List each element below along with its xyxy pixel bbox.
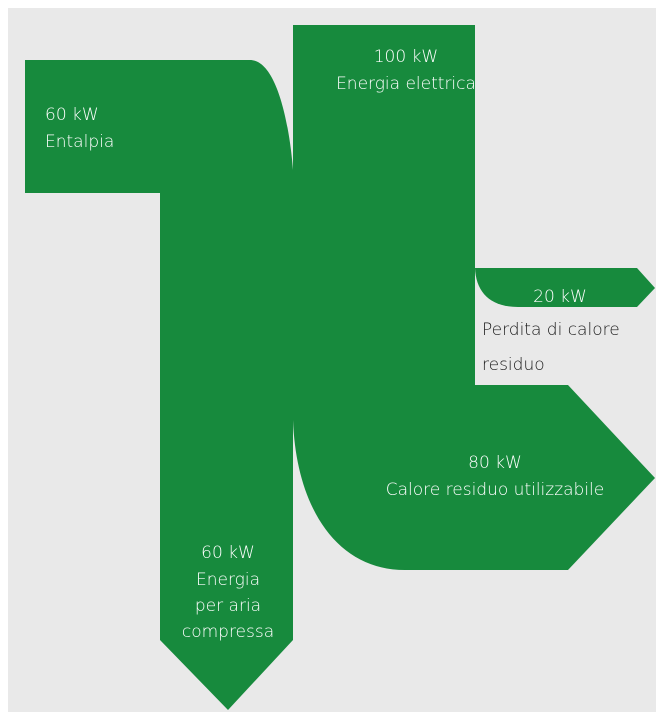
label: residuo bbox=[482, 355, 545, 375]
label: per aria bbox=[195, 596, 261, 616]
amount: 60 kW bbox=[201, 543, 255, 563]
flow-electric bbox=[293, 25, 655, 570]
flow-loss bbox=[475, 268, 655, 307]
amount: 20 kW bbox=[533, 287, 587, 307]
amount: 80 kW bbox=[468, 453, 522, 473]
flow-entalpia bbox=[25, 60, 293, 710]
label: Entalpia bbox=[45, 132, 114, 152]
amount: 100 kW bbox=[374, 47, 439, 67]
label: Energia bbox=[196, 570, 260, 590]
label: compressa bbox=[182, 622, 274, 642]
amount: 60 kW bbox=[45, 105, 99, 125]
label: Calore residuo utilizzabile bbox=[386, 480, 605, 500]
label: Energia elettrica bbox=[336, 74, 476, 94]
label: Perdita di calore bbox=[482, 320, 620, 340]
